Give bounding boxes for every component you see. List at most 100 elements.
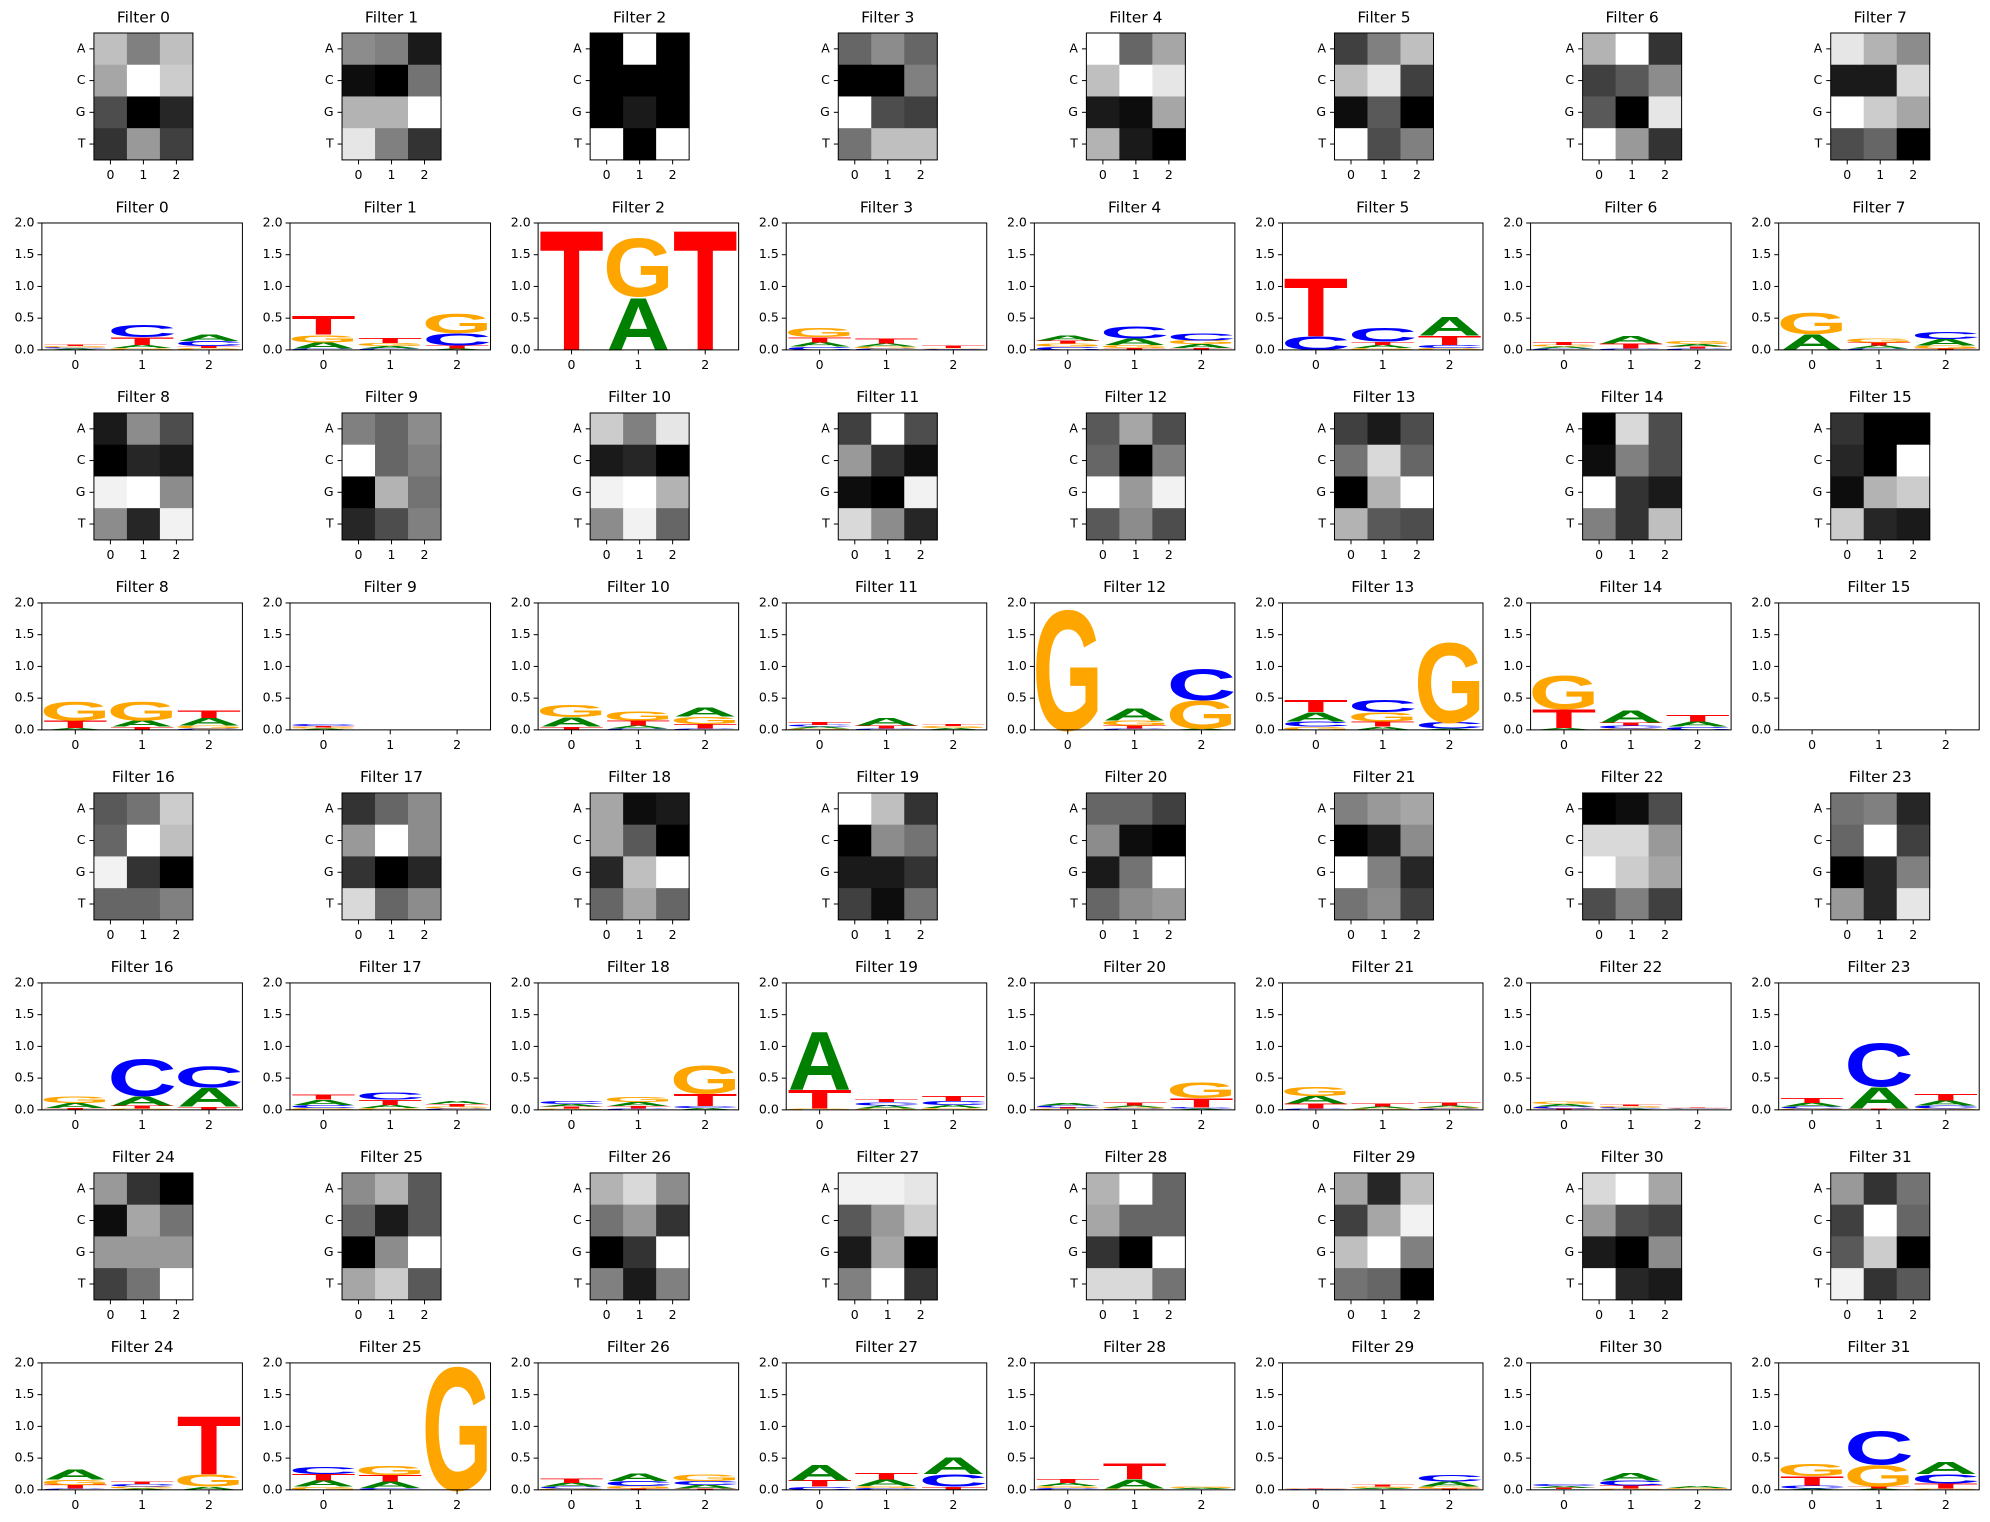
y-tick-label: G <box>1564 1244 1574 1259</box>
heatmap-panel: Filter 28 A C G T 0 1 2 <box>1068 1148 1186 1322</box>
heatmap-cell <box>623 1236 657 1269</box>
x-tick-label: 2 <box>1909 1307 1917 1322</box>
logo-letter: T <box>1532 1108 1597 1110</box>
y-tick-label: 2.0 <box>511 974 531 989</box>
logo-letter: C <box>1529 348 1598 350</box>
heatmap-cell <box>159 128 194 161</box>
heatmap-panel: Filter 15 A C G T 0 1 2 <box>1813 388 1931 562</box>
y-tick-label: C <box>1565 832 1574 847</box>
logo-letter: T <box>1035 340 1100 345</box>
y-tick-label: C <box>821 832 830 847</box>
logo-letter: T <box>1665 714 1730 724</box>
heatmap-panel: Filter 22 A C G T 0 1 2 <box>1564 768 1683 942</box>
logo-letter: T <box>1102 1101 1167 1106</box>
axes-frame <box>1582 412 1683 541</box>
y-tick-label: T <box>325 1275 334 1290</box>
logo-letter: A <box>607 725 671 730</box>
heatmap-cell <box>408 476 442 509</box>
y-tick-label: 0.0 <box>1007 721 1027 736</box>
y-tick-label: C <box>325 832 334 847</box>
heatmap-cell <box>1119 1172 1153 1206</box>
heatmap-panel: Filter 2 A C G T 0 1 2 <box>572 8 690 182</box>
heatmap-cell <box>656 96 690 129</box>
logo-letter: G <box>851 346 922 349</box>
y-tick-label: A <box>573 1180 582 1195</box>
heatmap-cell <box>590 1268 624 1301</box>
logo-letter: T <box>539 1477 604 1484</box>
panel-title: Filter 5 <box>1357 8 1410 26</box>
x-tick-label: 1 <box>883 357 891 372</box>
y-tick-label: T <box>1069 516 1078 531</box>
y-tick-label: 1.0 <box>263 1418 283 1433</box>
y-tick-label: 1.5 <box>15 626 35 641</box>
y-tick-label: T <box>77 516 86 531</box>
axes-frame <box>93 1172 194 1301</box>
heatmap-cell <box>342 824 376 857</box>
x-tick-label: 0 <box>71 1497 79 1512</box>
y-tick-label: A <box>77 420 86 435</box>
heatmap-cell <box>1119 64 1153 97</box>
logo-letter: A <box>1284 1094 1348 1106</box>
y-tick-label: 2.0 <box>15 594 35 609</box>
logo-letter: C <box>422 1108 491 1110</box>
heatmap-cell <box>1582 32 1617 66</box>
heatmap-cell <box>408 412 442 446</box>
x-tick-label: 2 <box>172 547 180 562</box>
x-tick-label: 1 <box>634 737 642 752</box>
y-tick-label: 1.0 <box>511 278 531 293</box>
panel-title: Filter 6 <box>1606 8 1659 26</box>
y-tick-label: 2.0 <box>263 214 283 229</box>
heatmap-cell <box>126 128 161 161</box>
heatmap-cell <box>838 1268 872 1301</box>
logo-letter: G <box>107 1108 178 1110</box>
heatmap-cell <box>656 476 690 509</box>
panel-title: Filter 20 <box>1104 768 1167 786</box>
heatmap-cell <box>1615 1236 1650 1269</box>
x-tick-label: 1 <box>1628 167 1636 182</box>
heatmap-cell <box>1615 888 1650 921</box>
y-tick-label: 0.5 <box>1255 1450 1275 1465</box>
heatmap-cell <box>1648 32 1683 66</box>
x-tick-label: 0 <box>1099 167 1107 182</box>
axes-frame <box>1281 222 1484 351</box>
heatmap-cell <box>1152 1172 1186 1206</box>
x-tick-label: 1 <box>634 357 642 372</box>
heatmap-cell <box>904 32 938 66</box>
logo-letter: G <box>174 1471 245 1491</box>
x-tick-label: 1 <box>1876 1307 1884 1322</box>
y-tick-label: A <box>821 800 830 815</box>
heatmap-cell <box>1152 412 1186 446</box>
heatmap-cell <box>656 1172 690 1206</box>
x-tick-label: 1 <box>388 547 396 562</box>
heatmap-cell <box>871 508 905 541</box>
logo-letter: G <box>918 1107 989 1110</box>
y-tick-label: 0.5 <box>15 690 35 705</box>
logo-letter: A <box>1847 1488 1911 1490</box>
heatmap-cell <box>1086 1236 1120 1269</box>
logo-letter: A <box>607 1101 671 1107</box>
heatmap-cell <box>623 1204 657 1237</box>
x-tick-label: 2 <box>453 357 461 372</box>
x-tick-label: 2 <box>1909 927 1917 942</box>
y-tick-label: 1.0 <box>759 1038 779 1053</box>
y-tick-label: 0.5 <box>1751 1070 1771 1085</box>
x-tick-label: 0 <box>1064 357 1072 372</box>
heatmap-cell <box>656 1268 690 1301</box>
x-tick-label: 1 <box>884 167 892 182</box>
y-tick-label: T <box>573 136 582 151</box>
logo-letter: C <box>107 1049 176 1108</box>
axes-frame <box>1033 222 1236 351</box>
heatmap-cell <box>1896 128 1931 161</box>
heatmap-cell <box>1334 444 1368 477</box>
y-tick-label: T <box>325 516 334 531</box>
logo-letter: C <box>107 1484 176 1488</box>
logo-letter: A <box>673 1484 737 1490</box>
y-tick-label: 1.0 <box>511 1038 531 1053</box>
logo-letter: G <box>1032 576 1103 767</box>
x-tick-label: 2 <box>949 357 957 372</box>
logo-letter: A <box>1418 1480 1482 1488</box>
heatmap-cell <box>623 856 657 889</box>
heatmap-cell <box>375 128 409 161</box>
